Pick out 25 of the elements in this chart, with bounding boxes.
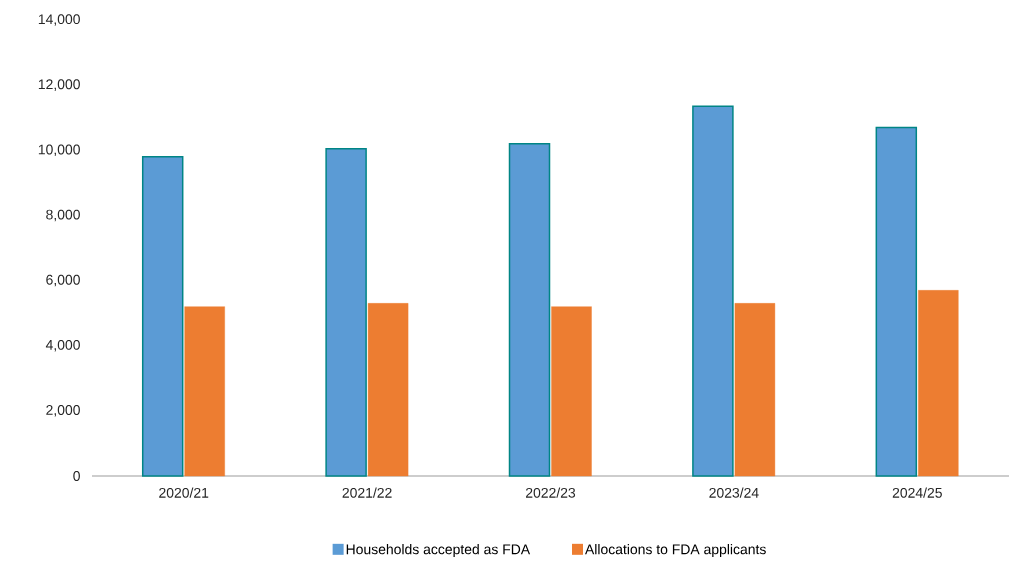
- y-tick-label: 10,000: [38, 144, 80, 157]
- bar: [734, 303, 776, 477]
- x-tick-label: 2022/23: [526, 487, 576, 498]
- x-tick-label: 2024/25: [892, 487, 942, 498]
- y-tick-label: 12,000: [38, 79, 80, 91]
- bar: [367, 303, 409, 477]
- bar: [508, 143, 551, 477]
- bar: [875, 126, 918, 477]
- x-tick-label: 2020/21: [159, 487, 209, 498]
- y-tick-label: 2,000: [46, 405, 80, 417]
- x-tick-label: 2021/22: [342, 487, 392, 498]
- bar: [184, 306, 225, 477]
- legend-label: Allocations to FDA applicants: [585, 544, 766, 558]
- bar: [141, 156, 184, 477]
- bar: [692, 105, 734, 477]
- y-tick-label: 8,000: [46, 209, 80, 222]
- bar: [325, 147, 367, 477]
- x-tick-label: 2023/24: [709, 487, 759, 498]
- y-tick-label: 14,000: [38, 14, 80, 26]
- y-tick-label: 0: [73, 471, 80, 481]
- y-tick-label: 6,000: [46, 274, 80, 287]
- bar: [918, 290, 959, 477]
- legend-label: Households accepted as FDA: [346, 544, 531, 558]
- bar: [551, 306, 592, 477]
- y-tick-label: 4,000: [45, 339, 80, 352]
